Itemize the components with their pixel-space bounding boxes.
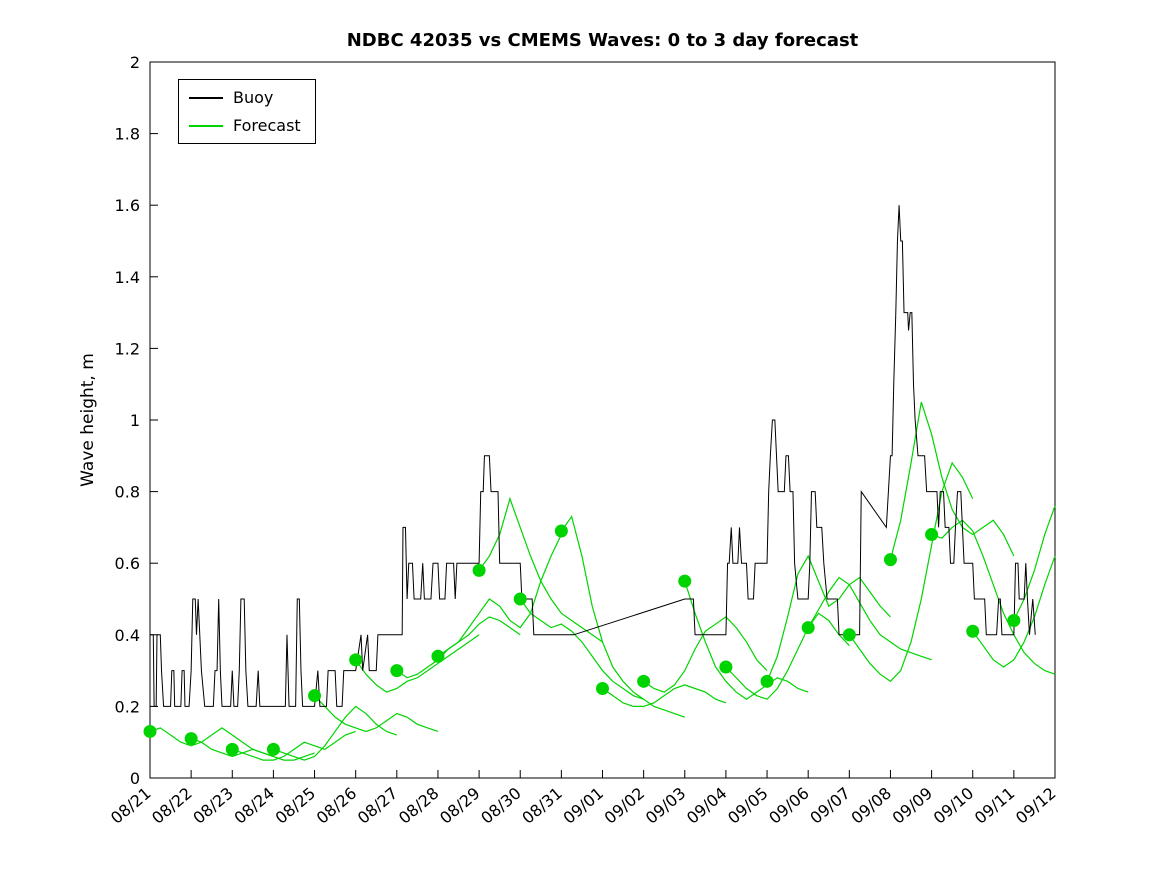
x-tick-label: 08/28 bbox=[395, 784, 443, 828]
x-tick-label: 09/03 bbox=[642, 784, 690, 828]
x-tick-label: 08/21 bbox=[107, 784, 155, 828]
forecast-start-marker bbox=[966, 624, 980, 638]
y-tick-label: 0 bbox=[130, 769, 140, 788]
x-tick-label: 09/10 bbox=[930, 784, 978, 828]
x-tick-label: 08/30 bbox=[477, 784, 525, 828]
forecast-track bbox=[560, 515, 685, 718]
x-tick-label: 09/09 bbox=[889, 784, 937, 828]
forecast-start-marker bbox=[883, 553, 897, 567]
legend-item-buoy: Buoy bbox=[189, 88, 301, 107]
forecast-track bbox=[396, 616, 521, 679]
forecast-line-sample bbox=[189, 124, 223, 127]
x-tick-label: 08/23 bbox=[189, 784, 237, 828]
y-tick-label: 1.2 bbox=[115, 339, 140, 358]
forecast-start-marker bbox=[719, 660, 733, 674]
legend-item-forecast: Forecast bbox=[189, 116, 301, 135]
forecast-track bbox=[972, 555, 1056, 668]
x-tick-label: 09/07 bbox=[806, 784, 854, 828]
forecast-track bbox=[478, 496, 603, 643]
x-tick-label: 09/05 bbox=[724, 784, 772, 828]
chart-title: NDBC 42035 vs CMEMS Waves: 0 to 3 day fo… bbox=[346, 30, 859, 51]
forecast-track bbox=[725, 612, 850, 700]
y-tick-label: 1.8 bbox=[115, 125, 140, 144]
forecast-start-marker bbox=[1007, 613, 1021, 627]
y-tick-label: 1 bbox=[130, 411, 140, 430]
forecast-track bbox=[931, 519, 1056, 675]
forecast-track bbox=[232, 730, 356, 761]
y-tick-label: 1.4 bbox=[115, 268, 140, 287]
forecast-start-marker bbox=[431, 649, 445, 663]
forecast-start-marker bbox=[596, 682, 609, 695]
forecast-track bbox=[889, 401, 1015, 560]
forecast-start-marker bbox=[842, 628, 856, 642]
x-tick-label: 09/04 bbox=[683, 784, 731, 828]
forecast-track bbox=[643, 616, 768, 693]
x-tick-label: 09/02 bbox=[601, 784, 649, 828]
y-tick-label: 0.2 bbox=[115, 697, 140, 716]
y-tick-label: 0.6 bbox=[115, 554, 140, 573]
forecast-start-marker bbox=[308, 689, 322, 703]
legend-label-forecast: Forecast bbox=[233, 116, 301, 135]
x-tick-label: 09/06 bbox=[765, 784, 813, 828]
y-tick-label: 0.4 bbox=[115, 626, 140, 645]
forecast-track bbox=[314, 695, 439, 733]
forecast-track bbox=[149, 727, 274, 758]
forecast-start-marker bbox=[554, 524, 568, 538]
forecast-track bbox=[848, 461, 974, 683]
x-tick-label: 09/01 bbox=[560, 784, 608, 828]
legend: Buoy Forecast bbox=[178, 79, 316, 144]
forecast-start-marker bbox=[184, 732, 198, 746]
x-tick-label: 08/31 bbox=[518, 784, 566, 828]
buoy-line-sample bbox=[189, 96, 223, 99]
forecast-track bbox=[684, 580, 809, 700]
forecast-track bbox=[807, 576, 932, 661]
x-tick-label: 09/08 bbox=[847, 784, 895, 828]
forecast-start-marker bbox=[678, 574, 692, 588]
forecast-track bbox=[355, 634, 480, 693]
x-tick-label: 09/11 bbox=[971, 784, 1019, 828]
x-tick-label: 08/25 bbox=[272, 784, 320, 828]
forecast-start-marker bbox=[349, 653, 363, 667]
x-tick-label: 08/27 bbox=[354, 784, 402, 828]
forecast-start-marker bbox=[637, 674, 651, 688]
y-tick-label: 2 bbox=[130, 53, 140, 72]
forecast-start-marker bbox=[390, 664, 404, 678]
x-tick-label: 08/29 bbox=[436, 784, 484, 828]
forecast-start-marker bbox=[925, 528, 939, 542]
forecast-start-marker bbox=[472, 563, 486, 577]
buoy-line bbox=[150, 205, 1036, 707]
forecast-start-marker bbox=[801, 621, 815, 635]
x-tick-label: 08/22 bbox=[148, 784, 196, 828]
forecast-start-marker bbox=[143, 724, 157, 738]
forecast-start-marker bbox=[513, 592, 527, 606]
forecast-track bbox=[190, 738, 315, 761]
forecast-track bbox=[273, 705, 398, 761]
forecast-start-marker bbox=[225, 742, 239, 756]
legend-label-buoy: Buoy bbox=[233, 88, 274, 107]
x-tick-label: 09/12 bbox=[1012, 784, 1060, 828]
x-tick-label: 08/26 bbox=[313, 784, 361, 828]
y-tick-label: 1.6 bbox=[115, 196, 140, 215]
forecast-track bbox=[1013, 505, 1056, 621]
x-tick-label: 08/24 bbox=[230, 784, 278, 828]
forecast-start-marker bbox=[760, 674, 774, 688]
forecast-track bbox=[602, 684, 727, 708]
forecast-track bbox=[519, 598, 644, 700]
forecast-start-marker bbox=[266, 742, 280, 756]
y-tick-label: 0.8 bbox=[115, 483, 140, 502]
forecast-track bbox=[766, 554, 891, 682]
